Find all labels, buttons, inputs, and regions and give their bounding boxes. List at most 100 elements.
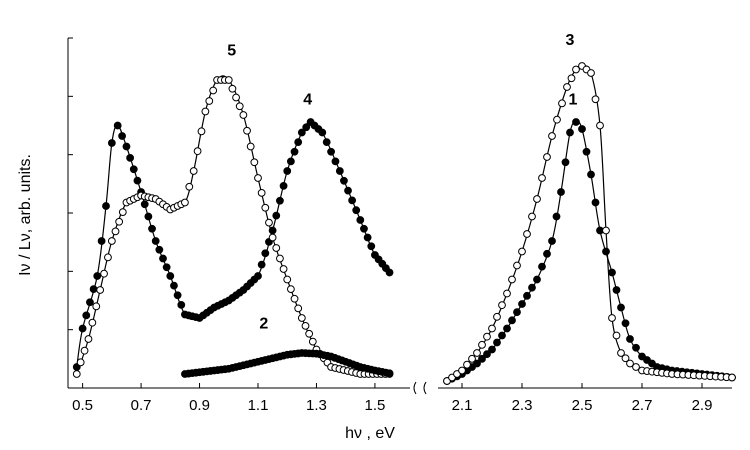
data-point-3 bbox=[596, 121, 604, 130]
data-point-5 bbox=[297, 314, 306, 322]
data-point-3 bbox=[518, 247, 526, 256]
data-point-5 bbox=[100, 269, 108, 278]
data-point-3 bbox=[528, 212, 536, 221]
data-point-5 bbox=[201, 107, 210, 116]
data-point-4 bbox=[122, 142, 131, 151]
data-point-1 bbox=[518, 300, 526, 308]
data-point-4 bbox=[113, 121, 122, 130]
data-point-5 bbox=[205, 97, 214, 105]
series-5 bbox=[72, 75, 394, 378]
data-point-1 bbox=[488, 345, 496, 354]
data-point-3 bbox=[543, 153, 551, 161]
data-point-3 bbox=[523, 230, 531, 238]
data-point-3 bbox=[553, 115, 561, 124]
data-point-3 bbox=[533, 195, 541, 203]
data-point-1 bbox=[543, 249, 551, 258]
data-point-1 bbox=[552, 212, 561, 221]
data-point-5 bbox=[246, 142, 255, 151]
data-point-4 bbox=[344, 186, 352, 195]
series-label-1: 1 bbox=[569, 92, 578, 109]
data-point-2 bbox=[385, 369, 394, 378]
axis-break-mark bbox=[413, 381, 417, 395]
data-point-1 bbox=[587, 170, 595, 179]
data-point-5 bbox=[228, 84, 237, 93]
data-point-5 bbox=[104, 253, 112, 262]
data-point-4 bbox=[363, 233, 372, 242]
x-tick-label: 1.3 bbox=[306, 397, 327, 414]
data-point-5 bbox=[305, 329, 314, 338]
data-point-5 bbox=[111, 227, 120, 236]
series-line-1 bbox=[446, 121, 733, 382]
data-point-4 bbox=[93, 272, 102, 280]
x-tick-label: 2.5 bbox=[572, 397, 593, 414]
data-point-3 bbox=[602, 226, 610, 235]
data-point-3 bbox=[548, 132, 556, 140]
data-point-1 bbox=[503, 324, 511, 333]
data-point-5 bbox=[283, 275, 292, 284]
data-point-1 bbox=[572, 118, 580, 126]
series-4 bbox=[72, 118, 394, 371]
data-point-5 bbox=[286, 285, 295, 294]
data-point-4 bbox=[302, 123, 311, 132]
series-label-4: 4 bbox=[303, 92, 312, 109]
data-point-5 bbox=[235, 102, 244, 111]
x-tick-label: 0.7 bbox=[131, 397, 152, 414]
data-point-3 bbox=[612, 331, 621, 340]
data-point-3 bbox=[488, 324, 496, 333]
data-point-4 bbox=[297, 128, 306, 137]
data-point-5 bbox=[265, 218, 273, 227]
data-point-3 bbox=[503, 289, 511, 298]
data-point-4 bbox=[155, 245, 164, 254]
data-point-5 bbox=[279, 265, 288, 273]
series-2 bbox=[181, 349, 394, 378]
data-point-5 bbox=[224, 76, 233, 84]
data-point-3 bbox=[617, 349, 625, 357]
data-point-4 bbox=[118, 132, 126, 140]
data-point-1 bbox=[578, 125, 586, 133]
series-layer bbox=[72, 62, 736, 385]
data-point-4 bbox=[129, 165, 138, 174]
data-point-4 bbox=[257, 260, 266, 269]
x-tick-label: 0.5 bbox=[72, 397, 93, 414]
data-point-5 bbox=[257, 188, 266, 197]
data-point-4 bbox=[340, 176, 348, 185]
data-point-3 bbox=[498, 301, 506, 310]
axis-break-mark bbox=[423, 381, 427, 395]
data-point-1 bbox=[478, 354, 486, 363]
data-point-4 bbox=[261, 249, 270, 258]
data-point-4 bbox=[279, 181, 288, 190]
data-point-5 bbox=[72, 370, 81, 378]
labels-layer: 1 3 4 5 2 bbox=[227, 32, 577, 333]
data-point-1 bbox=[533, 275, 541, 284]
data-point-4 bbox=[331, 157, 340, 166]
data-point-3 bbox=[567, 74, 576, 83]
data-point-5 bbox=[115, 217, 124, 226]
data-point-5 bbox=[92, 302, 101, 311]
data-point-4 bbox=[254, 272, 262, 280]
data-point-5 bbox=[243, 126, 251, 135]
data-point-5 bbox=[308, 337, 317, 346]
data-point-3 bbox=[463, 360, 471, 369]
axes: 0.5 0.7 0.9 1.1 1.3 1.5 2.1 2.3 2.5 2.7 2.9 bbox=[67, 37, 732, 414]
data-point-4 bbox=[327, 147, 335, 156]
x-tick-label: 1.5 bbox=[364, 397, 385, 414]
data-point-4 bbox=[86, 298, 94, 307]
series-3 bbox=[443, 62, 736, 385]
data-point-1 bbox=[591, 198, 600, 207]
series-label-5: 5 bbox=[227, 43, 236, 60]
data-point-4 bbox=[144, 212, 153, 221]
data-point-4 bbox=[385, 268, 394, 277]
data-point-1 bbox=[602, 247, 610, 256]
data-point-3 bbox=[728, 373, 736, 382]
data-point-3 bbox=[508, 275, 516, 284]
data-point-5 bbox=[118, 208, 127, 217]
data-point-4 bbox=[82, 311, 91, 320]
data-point-4 bbox=[173, 291, 182, 300]
data-point-4 bbox=[107, 139, 116, 147]
data-point-5 bbox=[209, 86, 218, 95]
data-point-4 bbox=[177, 300, 186, 309]
data-point-5 bbox=[193, 147, 202, 156]
data-point-4 bbox=[367, 242, 376, 251]
data-point-1 bbox=[493, 338, 501, 347]
series-line-5 bbox=[76, 75, 390, 376]
